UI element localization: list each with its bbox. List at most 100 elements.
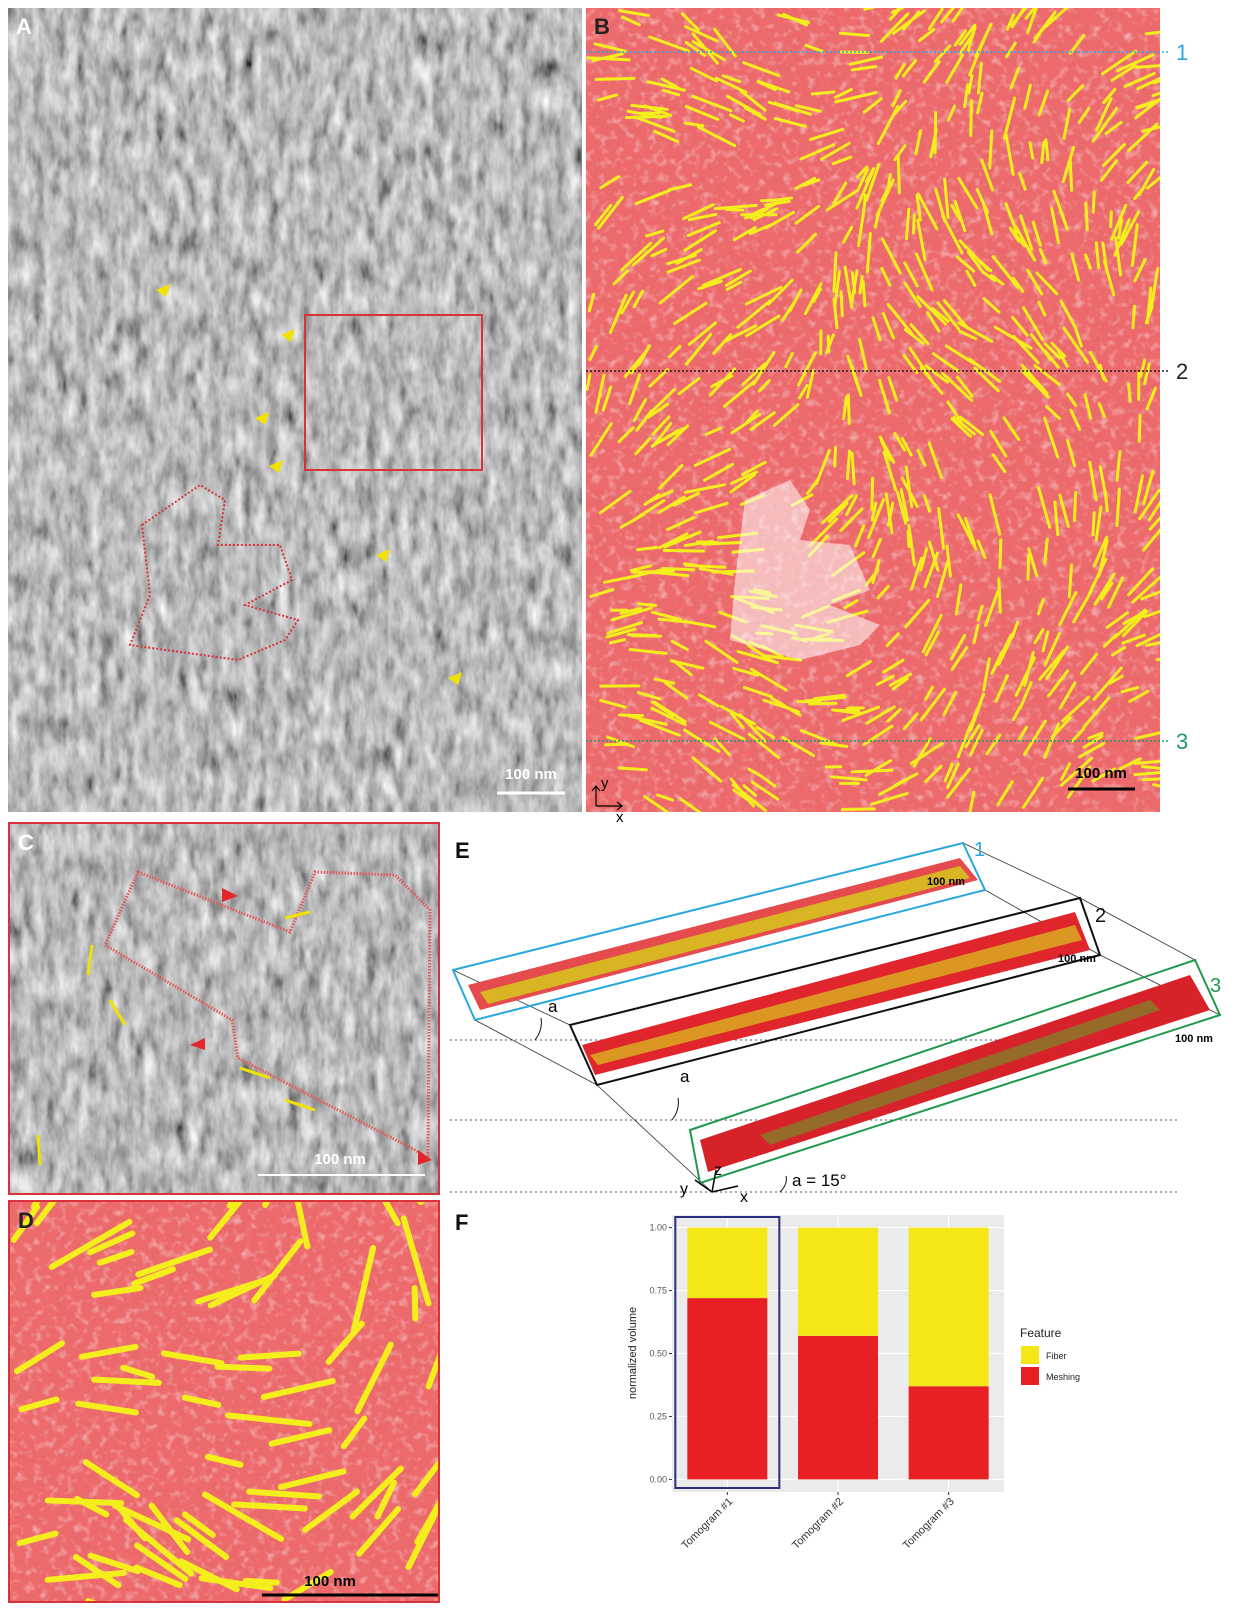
- fiber: [990, 131, 992, 168]
- fiber: [872, 478, 873, 509]
- fiber: [1093, 192, 1094, 212]
- x-tick-label: Tomogram #1: [679, 1496, 735, 1552]
- fiber: [848, 395, 849, 424]
- y-tick-label: 1.00: [649, 1223, 667, 1233]
- x-tick-label: Tomogram #3: [901, 1496, 957, 1552]
- fiber: [1105, 492, 1107, 511]
- fiber: [834, 253, 836, 291]
- fiber: [841, 292, 842, 316]
- fiber: [1133, 306, 1135, 328]
- figure: 100 nm A 1 2 3 100 nm y x B 100: [0, 0, 1253, 1603]
- fiber: [1028, 555, 1029, 579]
- y-tick-label: 0.50: [649, 1349, 667, 1359]
- fiber: [999, 579, 1001, 612]
- panel-label: E: [455, 838, 470, 863]
- bar-segment: [687, 1298, 767, 1479]
- panel-label: D: [18, 1208, 34, 1233]
- legend-title: Feature: [1020, 1326, 1062, 1340]
- fiber: [863, 282, 865, 306]
- y-tick-label: 0.25: [649, 1411, 667, 1421]
- fiber: [596, 78, 634, 79]
- legend-label: Meshing: [1046, 1372, 1080, 1382]
- section-label: 2: [1176, 359, 1188, 384]
- panel-label: C: [18, 830, 34, 855]
- section-label: 3: [1210, 975, 1221, 997]
- fiber: [835, 447, 836, 466]
- fiber: [1074, 493, 1075, 521]
- panel-b: 1 2 3 100 nm y x B: [586, 0, 1191, 826]
- angle-label: a: [548, 997, 558, 1016]
- section-label: 3: [1176, 729, 1188, 754]
- panel-e: 1 100 nm 2 100 nm 3 100 nm a a a = 15° x…: [450, 838, 1221, 1206]
- fiber: [664, 550, 704, 551]
- zoom-image: [8, 822, 440, 1195]
- fiber: [240, 1354, 298, 1358]
- panel-d: 100 nm D: [8, 1162, 467, 1603]
- fiber: [1143, 778, 1182, 780]
- fiber: [1086, 203, 1087, 229]
- scale-label: 100 nm: [1058, 953, 1096, 965]
- fiber: [632, 571, 673, 572]
- scale-label: 100 nm: [505, 766, 557, 783]
- panel-label: A: [16, 14, 32, 39]
- fiber: [686, 565, 725, 567]
- scale-label: 100 nm: [927, 876, 965, 888]
- segmentation-speckle: [8, 1200, 440, 1603]
- panel-f: F normalized volume Feature 0.000.250.50…: [455, 1210, 1080, 1552]
- page: 100 nm A 1 2 3 100 nm y x B 100: [0, 0, 1253, 1608]
- fiber: [935, 113, 936, 153]
- x-tick-label: Tomogram #2: [790, 1496, 846, 1552]
- panel-c: 100 nm C: [8, 822, 440, 1195]
- axis-label: y: [601, 775, 609, 792]
- panel-a: 100 nm A: [8, 8, 582, 812]
- fiber: [1070, 160, 1072, 190]
- bar-segment: [798, 1336, 878, 1480]
- fiber: [639, 604, 656, 606]
- fiber: [810, 703, 836, 704]
- legend-label: Fiber: [1046, 1351, 1067, 1361]
- fiber: [1157, 658, 1191, 660]
- section-label: 1: [974, 839, 985, 861]
- bar-segment: [909, 1386, 989, 1479]
- bar-segment: [687, 1228, 767, 1299]
- fiber: [852, 453, 854, 483]
- axis-label: x: [740, 1189, 748, 1206]
- fiber: [898, 156, 899, 192]
- fiber: [217, 1367, 269, 1369]
- fiber: [1046, 140, 1048, 160]
- fiber: [971, 101, 972, 136]
- legend-swatch: [1021, 1346, 1039, 1364]
- angle-label: a = 15°: [792, 1171, 847, 1190]
- fiber: [234, 1504, 305, 1508]
- scale-label: 100 nm: [1075, 765, 1127, 782]
- axis-label: x: [616, 809, 624, 826]
- segmentation-speckle: [586, 8, 1160, 812]
- tomogram-image: [8, 8, 582, 812]
- fiber: [762, 200, 777, 201]
- section-volume: [760, 1000, 1160, 1145]
- section-3: 3 100 nm: [690, 960, 1221, 1183]
- axis-label: y: [680, 1181, 688, 1198]
- y-tick-label: 0.75: [649, 1286, 667, 1296]
- fiber: [94, 1380, 159, 1383]
- axis-label: z: [714, 1162, 722, 1179]
- fiber: [703, 542, 741, 544]
- fiber: [1111, 212, 1112, 227]
- fiber: [842, 809, 874, 810]
- fiber: [1139, 416, 1140, 442]
- fiber: [1000, 540, 1001, 568]
- y-tick-label: 0.00: [649, 1474, 667, 1484]
- fiber: [619, 768, 646, 770]
- scale-label: 100 nm: [1175, 1033, 1213, 1045]
- fiber: [852, 770, 892, 772]
- y-axis-title: normalized volume: [627, 1307, 639, 1399]
- section-label: 2: [1095, 905, 1106, 927]
- scale-label: 100 nm: [304, 1573, 356, 1590]
- angle-label: a: [680, 1067, 690, 1086]
- fiber: [812, 92, 834, 94]
- fiber: [726, 209, 742, 210]
- fiber: [1093, 513, 1094, 535]
- fiber: [908, 531, 909, 546]
- fiber: [913, 215, 914, 233]
- panel-label: B: [594, 14, 610, 39]
